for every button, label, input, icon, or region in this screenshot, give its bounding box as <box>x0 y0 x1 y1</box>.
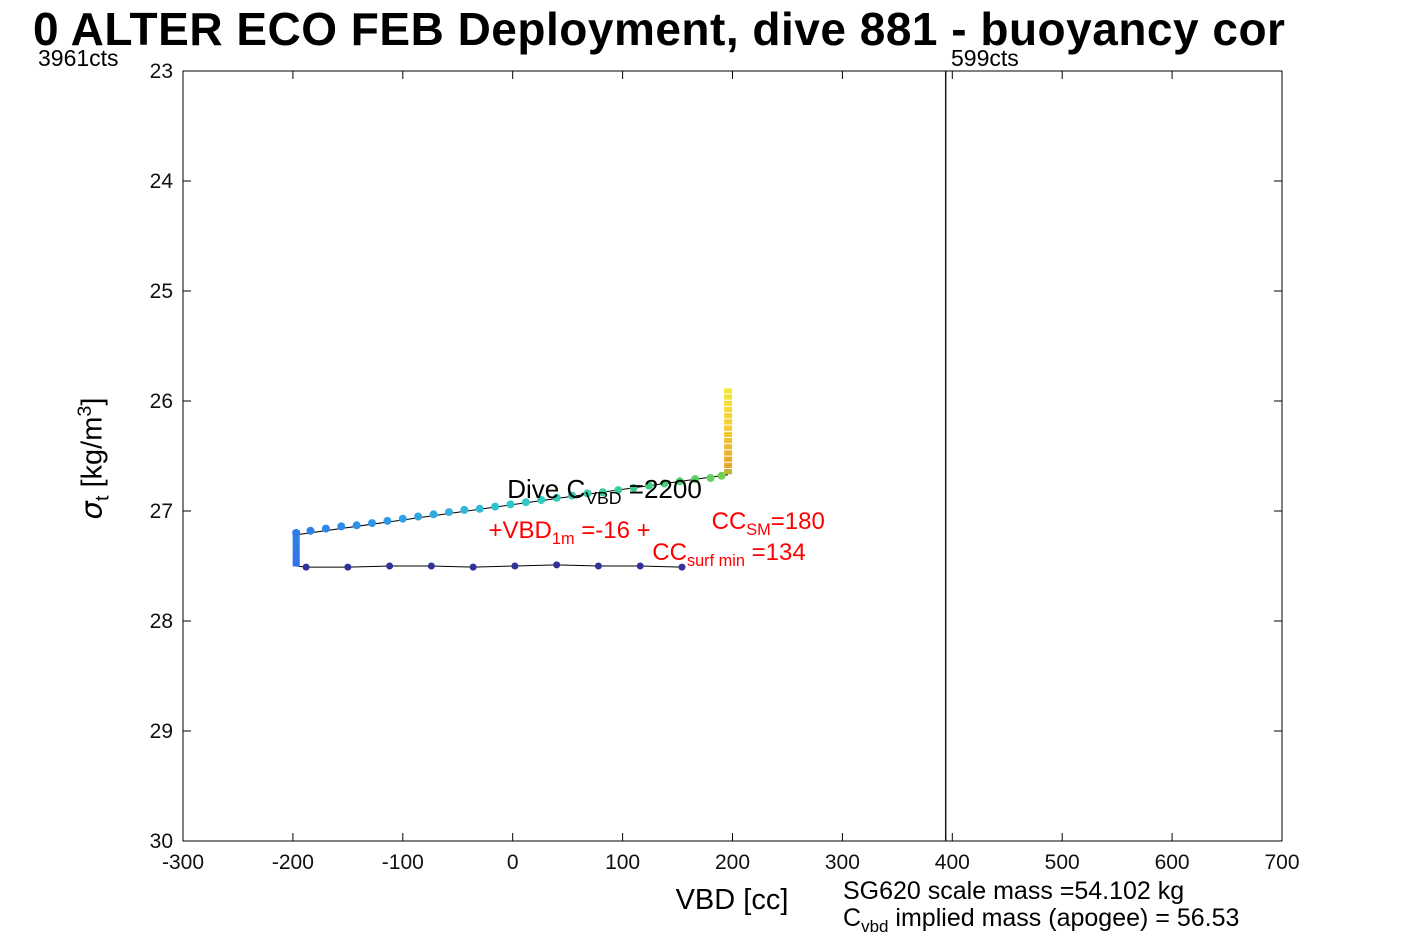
climb-colored-points <box>352 521 361 530</box>
annotation-dive-cvbd-sub: VBD <box>585 487 622 508</box>
climb-colored-points <box>552 493 561 502</box>
annotation-dive-cvbd-post: =2200 <box>621 473 702 504</box>
x-tick-label: 400 <box>935 851 970 874</box>
annotation-cc-sm-pre: CC <box>711 507 747 535</box>
climb-colored-points <box>444 508 453 517</box>
climb-colored-points <box>644 481 653 490</box>
y-tick-label: 26 <box>150 390 173 413</box>
x-tick-label: 200 <box>715 851 750 874</box>
climb-colored-points <box>717 471 726 480</box>
x-tick-label: 700 <box>1264 851 1299 874</box>
climb-colored-points <box>521 498 530 507</box>
dive-surface-points <box>553 561 561 569</box>
annotation-cc-surf-min-post: =134 <box>744 538 806 566</box>
sigma-subscript: t <box>91 495 114 502</box>
climb-colored-points <box>583 489 592 498</box>
surface-fit-line <box>296 564 682 568</box>
implied-mass-text: Cvbd implied mass (apogee) = 56.53 <box>843 904 1240 936</box>
climb-colored-points <box>398 514 407 523</box>
y-tick-label: 29 <box>150 720 173 743</box>
x-tick-label: 100 <box>605 851 640 874</box>
climb-colored-points <box>691 475 700 484</box>
implied-mass-post: implied mass (apogee) = 56.53 <box>888 904 1240 932</box>
climb-colored-points <box>629 483 638 492</box>
climb-colored-points <box>706 474 715 482</box>
x-tick-label: 500 <box>1045 851 1080 874</box>
climb-colored-points <box>598 488 607 497</box>
axes-box <box>182 70 1283 842</box>
scale-mass-text: SG620 scale mass =54.102 kg <box>843 877 1185 905</box>
vbd-counts-left-label: 3961cts <box>38 45 119 71</box>
x-tick-label: -100 <box>382 851 424 874</box>
annotation-vbd-1m: +VBD1m =-16 + <box>488 516 651 548</box>
climb-colored-points <box>414 512 423 521</box>
climb-colored-points <box>537 496 546 504</box>
climb-colored-points <box>383 516 392 525</box>
dive-surface-points <box>636 562 644 570</box>
y-tick-label: 23 <box>150 60 173 83</box>
climb-colored-points <box>506 500 515 509</box>
y-units-superscript: 3 <box>73 405 96 417</box>
dive-surface-points <box>427 562 435 570</box>
climb-colored-points <box>660 479 669 488</box>
y-units-text: [kg/m <box>76 416 109 496</box>
y-tick-label: 30 <box>150 830 173 853</box>
annotation-cc-sm-sub: SM <box>746 520 771 539</box>
climb-colored-points <box>337 522 346 531</box>
x-tick-label: 0 <box>507 851 519 874</box>
annotation-cc-surf-min-sub: surf min <box>686 551 745 570</box>
dive-surface-points <box>469 563 477 571</box>
annotation-cc-sm: CCSM=180 <box>711 507 825 539</box>
implied-mass-pre: C <box>843 904 862 932</box>
annotation-cc-sm-post: =180 <box>770 507 825 535</box>
annotation-vbd-1m-post: =-16 + <box>574 516 651 544</box>
climb-colored-points <box>292 529 301 537</box>
climb-colored-points <box>321 524 330 533</box>
dive-surface-points <box>511 562 519 570</box>
dive-surface-points <box>678 563 686 571</box>
climb-colored-points <box>491 502 500 511</box>
annotation-dive-cvbd: Dive CVBD =2200 <box>507 473 702 508</box>
y-tick-label: 27 <box>150 500 173 523</box>
x-tick-label: 300 <box>825 851 860 874</box>
implied-mass-sub: vbd <box>861 917 889 936</box>
x-tick-label: -200 <box>272 851 314 874</box>
y-tick-label: 24 <box>150 170 174 193</box>
y-units-close: ] <box>76 397 109 406</box>
y-axis-label: σt [kg/m3] <box>73 349 114 569</box>
annotation-vbd-1m-pre: +VBD <box>488 516 552 544</box>
dive-surface-points <box>594 562 602 570</box>
annotation-cc-surf-min-pre: CC <box>652 538 687 566</box>
figure-title: 0 ALTER ECO FEB Deployment, dive 881 - b… <box>33 3 1286 55</box>
x-axis-label: VBD [cc] <box>675 884 789 916</box>
x-tick-label: 600 <box>1155 851 1190 874</box>
annotation-dive-cvbd-pre: Dive C <box>507 473 586 504</box>
climb-colored-points <box>429 510 438 519</box>
sigma-symbol: σ <box>74 501 109 520</box>
vbd-counts-right-label: 599cts <box>951 45 1019 71</box>
y-tick-label: 28 <box>150 610 173 633</box>
dive-surface-points <box>344 563 352 571</box>
y-tick-label: 25 <box>150 280 173 303</box>
climb-colored-points <box>460 505 469 514</box>
x-tick-label: -300 <box>162 851 204 874</box>
dive-surface-points <box>386 562 394 570</box>
climb-colored-points <box>475 504 484 513</box>
dive-surface-points <box>302 563 310 571</box>
climb-colored-points <box>368 519 377 528</box>
climb-colored-points <box>568 491 577 500</box>
climb-colored-points <box>675 477 684 486</box>
annotation-vbd-1m-sub: 1m <box>551 529 575 548</box>
annotation-cc-surf-min: CCsurf min =134 <box>652 538 806 570</box>
climb-colored-points <box>614 486 623 495</box>
climb-colored-points <box>306 526 315 535</box>
